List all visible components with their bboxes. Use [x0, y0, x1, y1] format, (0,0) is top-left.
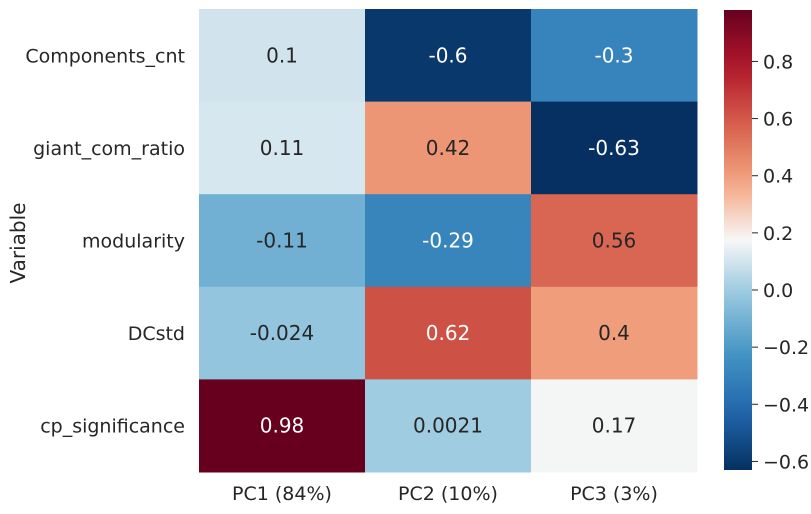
colorbar-ticks: 0.8 0.6 0.4 0.2 0.0 −0.2 −0.4 −0.6	[752, 51, 809, 473]
cell-value-label: 0.17	[592, 414, 637, 438]
colorbar-tick-label: −0.2	[763, 337, 809, 359]
heatmap-cell	[531, 9, 698, 103]
heatmap-cell	[199, 286, 366, 380]
cell-value-label: 0.98	[260, 414, 305, 438]
heatmap-cell	[365, 9, 532, 103]
y-tick-label: Components_cnt	[25, 45, 185, 67]
x-tick-label: PC1 (84%)	[232, 483, 332, 505]
heatmap-cell	[531, 379, 698, 473]
heatmap-cell	[531, 194, 698, 288]
heatmap-cell	[365, 194, 532, 288]
y-tick-label: DCstd	[128, 323, 185, 345]
cell-value-label: -0.29	[422, 229, 474, 253]
y-tick-label: giant_com_ratio	[33, 138, 185, 160]
heatmap-cell	[365, 379, 532, 473]
y-axis-label: Variable	[6, 203, 30, 284]
colorbar-tick-label: 0.2	[763, 223, 793, 245]
cell-value-label: -0.3	[594, 43, 633, 67]
cell-value-label: 0.56	[592, 229, 637, 253]
cell-value-label: 0.4	[598, 321, 630, 345]
colorbar-tick-label: −0.6	[763, 451, 809, 473]
heatmap-cell	[531, 101, 698, 195]
heatmap-cell	[199, 379, 366, 473]
colorbar-tick-label: 0.8	[763, 51, 793, 73]
x-axis-tick-labels: PC1 (84%) PC2 (10%) PC3 (3%)	[232, 483, 658, 505]
heatmap-cell-labels: 0.1 -0.6 -0.3 0.11 0.42 -0.63 -0.11 -0.29 0.56 -0…	[250, 43, 640, 437]
heatmap-cell	[199, 194, 366, 288]
cell-value-label: -0.024	[250, 321, 314, 345]
heatmap-cells	[199, 9, 698, 473]
colorbar-tick-label: 0.6	[763, 109, 793, 131]
cell-value-label: -0.11	[256, 229, 308, 253]
heatmap-cell	[199, 101, 366, 195]
cell-value-label: 0.1	[266, 43, 298, 67]
heatmap-cell	[531, 286, 698, 380]
colorbar	[724, 10, 752, 470]
heatmap-cell	[365, 101, 532, 195]
x-tick-label: PC3 (3%)	[570, 483, 658, 505]
colorbar-tick-label: 0.0	[763, 280, 793, 302]
cell-value-label: -0.6	[428, 43, 467, 67]
x-tick-label: PC2 (10%)	[398, 483, 498, 505]
cell-value-label: 0.42	[426, 136, 471, 160]
y-tick-label: modularity	[82, 231, 185, 253]
cell-value-label: -0.63	[588, 136, 640, 160]
y-axis-tick-labels: Components_cnt giant_com_ratio modularity D…	[25, 45, 185, 437]
y-tick-label: cp_significance	[40, 416, 185, 438]
cell-value-label: 0.62	[426, 321, 471, 345]
cell-value-label: 0.0021	[413, 414, 483, 438]
heatmap-cell	[365, 286, 532, 380]
colorbar-tick-label: −0.4	[763, 394, 809, 416]
cell-value-label: 0.11	[260, 136, 305, 160]
heatmap-cell	[199, 9, 366, 103]
colorbar-tick-label: 0.4	[763, 166, 793, 188]
